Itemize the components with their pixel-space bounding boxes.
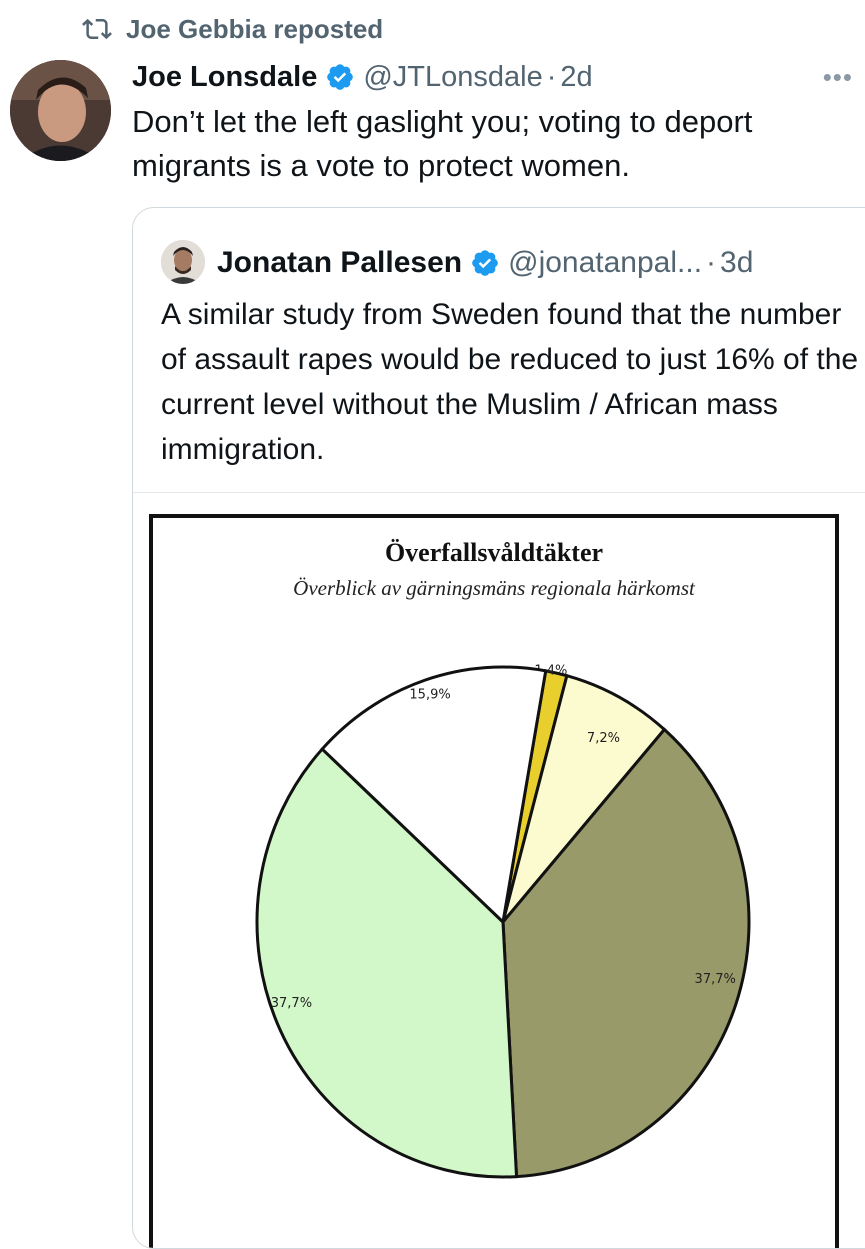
pie-slice-label: 37,7% [271,996,312,1011]
pie-slice [255,746,519,1179]
pie-slice [501,727,751,1179]
pie-slice-label: 15,9% [409,688,450,703]
pie-slice [320,665,548,926]
author-name[interactable]: Joe Lonsdale [132,60,318,93]
pie-slice [501,673,667,923]
avatar[interactable] [10,60,111,161]
separator-dot: · [546,60,557,93]
pie-slice-label: 37,7% [695,972,736,987]
repost-label: Joe Gebbia reposted [126,13,384,44]
quoted-separator-dot: · [706,246,717,279]
chart-title: Överfallsvåldtäkter [384,538,604,567]
more-options-icon[interactable]: ••• [822,62,853,92]
author-handle[interactable]: @JTLonsdale [363,60,543,93]
pie-chart: 1,4%7,2%37,7%37,7%15,9% [255,664,751,1179]
timestamp[interactable]: 2d [560,60,593,93]
repost-header[interactable]: Joe Gebbia reposted [80,12,383,46]
repost-icon [80,14,114,44]
pie-slice-label: 7,2% [587,731,620,746]
quoted-tweet-text: A similar study from Sweden found that t… [161,298,859,466]
quoted-avatar [161,240,205,284]
quoted-verified-badge-icon [470,248,500,278]
tweet-author-row: Joe Lonsdale @JTLonsdale · 2d [132,55,855,99]
quoted-timestamp[interactable]: 3d [720,246,754,279]
chart-subtitle: Överblick av gärningsmäns regionala härk… [293,576,695,600]
verified-badge-icon [325,62,355,92]
quoted-author-name[interactable]: Jonatan Pallesen [217,246,463,279]
quoted-media-divider [133,492,865,493]
quoted-author-handle[interactable]: @jonatanpal... [508,246,703,279]
tweet-text: Don’t let the left gaslight you; voting … [132,104,753,183]
chart-image[interactable]: Överfallsvåldtäkter Överblick av gärning… [149,514,839,1248]
quoted-author-row: Jonatan Pallesen @jonatanpal... · 3d [217,240,753,286]
quoted-tweet-card[interactable]: Jonatan Pallesen @jonatanpal... · 3d A s… [132,207,865,1249]
